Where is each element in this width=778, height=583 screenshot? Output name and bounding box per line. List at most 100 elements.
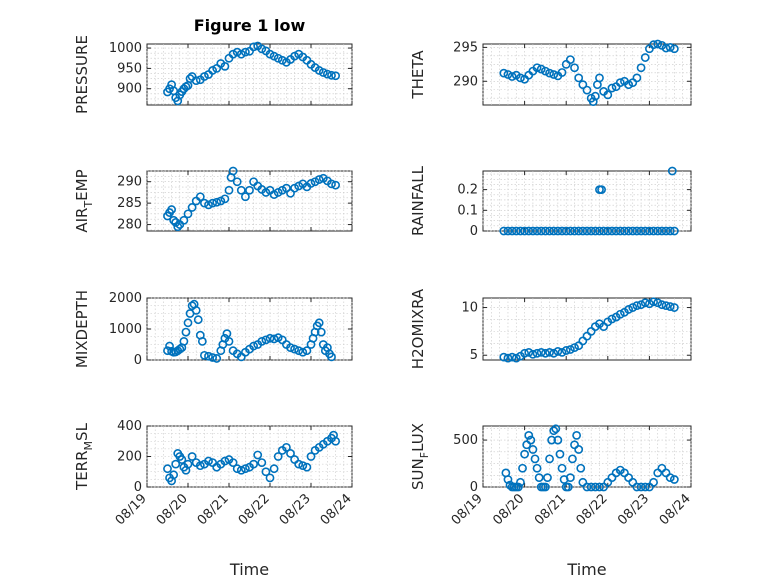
data-point (669, 44, 679, 54)
data-point (204, 351, 213, 361)
data-point (565, 345, 575, 354)
data-point (193, 315, 203, 325)
data-point (269, 334, 279, 344)
data-point (169, 470, 179, 480)
data-point (574, 73, 584, 83)
data-point (530, 454, 540, 464)
axes-panel-2: 290 295 THETA (409, 39, 692, 107)
y-axis-label: TERRMSL (73, 422, 95, 491)
axes-frame (482, 170, 692, 232)
data-point (212, 197, 222, 207)
data-point (281, 442, 291, 452)
data-point (204, 200, 213, 210)
data-point (177, 455, 187, 464)
data-point (607, 314, 617, 324)
data-point (557, 68, 567, 77)
data-point (555, 449, 565, 459)
data-point (595, 482, 604, 492)
data-point (582, 85, 592, 95)
data-point (208, 198, 217, 208)
data-point (565, 55, 575, 64)
data-point (576, 463, 586, 473)
data-point (549, 226, 559, 236)
data-point (220, 194, 230, 204)
data-point (599, 226, 609, 236)
data-point (667, 166, 677, 176)
data-point (578, 80, 588, 90)
y-tick-label: 900 (117, 82, 142, 97)
data-point (545, 454, 554, 464)
y-tick-label: 295 (453, 40, 478, 55)
data-point (636, 482, 646, 492)
data-point (570, 343, 579, 352)
data-point (511, 226, 521, 236)
data-point (220, 61, 230, 71)
y-tick-label: 0.1 (457, 203, 478, 218)
data-point (499, 352, 509, 362)
data-point (516, 477, 525, 487)
data-point (628, 226, 638, 236)
data-point (532, 63, 542, 73)
x-tick-label: 08/19 (113, 491, 150, 528)
data-point (607, 226, 617, 236)
data-point (632, 226, 642, 236)
data-point (183, 209, 193, 219)
data-point (511, 353, 521, 363)
data-point (570, 226, 579, 236)
data-point (597, 185, 606, 195)
data-point (228, 166, 238, 176)
data-point (649, 297, 658, 307)
y-axis-label: AIRTEMP (73, 169, 95, 232)
data-point (286, 343, 295, 352)
data-point (224, 336, 234, 346)
data-point (590, 482, 600, 492)
data-point (528, 349, 538, 359)
data-point (615, 226, 625, 236)
data-point (545, 226, 554, 236)
data-point (588, 97, 598, 107)
data-point (557, 226, 567, 236)
data-point (222, 329, 232, 339)
data-point (240, 192, 250, 202)
data-point (649, 477, 658, 487)
data-point (524, 430, 534, 440)
data-point (586, 482, 596, 492)
data-point (208, 353, 217, 362)
data-point (574, 445, 584, 454)
data-point (306, 452, 316, 461)
data-point (236, 185, 246, 195)
data-point (245, 185, 254, 195)
axes-panel-5: 0 1000 2000 MIXDEPTH (73, 290, 353, 368)
data-point (513, 482, 523, 492)
data-point (645, 299, 654, 309)
data-point (173, 222, 183, 232)
data-point (541, 66, 550, 76)
data-point (261, 335, 271, 345)
data-point (603, 226, 613, 236)
axes-panel-6: 5 10 H2OMIXRA (409, 288, 692, 369)
y-tick-label: 280 (117, 218, 142, 233)
data-point (165, 341, 174, 351)
x-axis-label: Time (229, 560, 269, 579)
y-tick-label: 0 (470, 224, 478, 239)
y-tick-label: 0.2 (457, 183, 478, 198)
data-point (665, 226, 675, 236)
y-tick-label: 10 (461, 301, 478, 316)
data-point (561, 226, 571, 236)
data-point (520, 449, 529, 459)
data-point (286, 449, 295, 458)
data-point (507, 352, 517, 362)
data-point (582, 226, 592, 236)
x-tick-label: 08/20 (490, 491, 527, 528)
data-point (632, 73, 642, 83)
y-axis-label: SUNFLUX (409, 423, 431, 490)
data-point (197, 336, 207, 346)
data-point (191, 305, 201, 315)
data-point (607, 83, 617, 93)
data-point (306, 179, 316, 188)
figure-title: Figure 1 low (194, 16, 306, 35)
y-tick-label: 200 (117, 450, 142, 465)
data-point (534, 473, 544, 483)
data-point (526, 435, 536, 445)
y-tick-label: 0 (134, 353, 142, 368)
